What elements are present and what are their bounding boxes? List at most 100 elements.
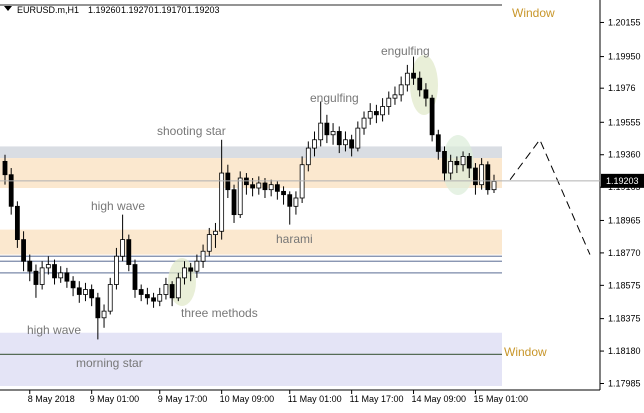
candle-body (460, 155, 466, 166)
x-tick-label: 14 May 09:00 (412, 394, 467, 404)
candle-body (39, 267, 45, 285)
candle-body (262, 182, 268, 191)
candle-body (324, 122, 330, 136)
candle-body (21, 239, 26, 262)
candle-body (151, 297, 156, 302)
candle-body (367, 111, 373, 119)
candle-body (473, 167, 478, 186)
candle-body (479, 164, 485, 186)
candle-body (175, 277, 181, 299)
y-tick-label: 1.19950 (608, 52, 641, 62)
quote: 1.19260 (88, 5, 121, 15)
annotation: engulfing (310, 91, 359, 105)
candle-body (194, 260, 200, 272)
candle-body (466, 155, 472, 169)
candle-body (287, 194, 293, 207)
y-tick-label: 1.17985 (608, 379, 641, 389)
y-tick-label: 1.18375 (608, 314, 641, 324)
annotation: harami (276, 232, 313, 246)
annotation: high wave (27, 323, 81, 337)
candle-body (330, 131, 336, 136)
candle-body (404, 72, 410, 86)
candle-body (491, 180, 497, 191)
y-tick-label: 1.19360 (608, 150, 641, 160)
candle-body (138, 289, 144, 295)
candle-body (89, 289, 95, 299)
candle-body (101, 310, 107, 319)
annotation: engulfing (381, 44, 430, 58)
candle-body (343, 139, 348, 146)
candle-body (250, 184, 256, 189)
candle-body (392, 94, 398, 99)
candle-body (126, 239, 132, 265)
candle-body (2, 160, 8, 176)
candle-body (318, 122, 324, 141)
candle-body (442, 151, 447, 174)
x-tick-label: 8 May 2018 (28, 394, 75, 404)
candle-body (231, 189, 237, 216)
candle-body (219, 172, 225, 232)
candle-body (64, 272, 70, 282)
candle-body (312, 139, 317, 149)
candle-body (361, 117, 367, 129)
price-label: 1.19203 (606, 176, 639, 186)
candle-body (8, 174, 14, 207)
y-tick-label: 1.18180 (608, 346, 641, 356)
candle-body (281, 190, 286, 196)
candle-body (274, 184, 280, 192)
quote: 1.19270 (121, 5, 154, 15)
candle-body (380, 106, 385, 116)
candle-body (132, 264, 138, 290)
candle-body (213, 230, 218, 235)
candle-body (435, 134, 441, 152)
candle-body (52, 264, 57, 279)
candle-body (169, 284, 175, 299)
y-tick-label: 1.18575 (608, 280, 641, 290)
x-tick-label: 9 May 01:00 (90, 394, 140, 404)
y-tick-label: 1.18965 (608, 215, 641, 225)
candle-body (336, 131, 342, 146)
window-label: Window (512, 6, 555, 20)
candle-body (182, 267, 187, 279)
candle-body (83, 289, 88, 295)
candle-body (200, 250, 206, 262)
candle-body (423, 89, 429, 99)
candle-body (293, 197, 299, 207)
annotation: high wave (91, 199, 145, 213)
annotation: shooting star (157, 124, 226, 138)
zones (0, 4, 502, 387)
zone (0, 332, 502, 387)
candle-body (417, 77, 423, 91)
candle-body (163, 284, 169, 295)
candle-body (398, 84, 404, 96)
zone (0, 146, 502, 159)
y-tick-label: 1.20155 (608, 17, 641, 27)
candle-body (188, 267, 194, 272)
quote: 1.19170 (154, 5, 187, 15)
symbol: EURUSD.m,H1 (17, 5, 79, 15)
candle-body (120, 239, 126, 257)
annotation: three methods (181, 306, 258, 320)
candle-body (237, 177, 243, 216)
zone (0, 158, 502, 189)
candle-body (448, 160, 454, 174)
y-tick-label: 1.19555 (608, 117, 641, 127)
candle-body (373, 111, 379, 116)
candle-body (76, 287, 82, 295)
candle-body (114, 255, 119, 285)
candle-body (485, 164, 491, 191)
price-label-box (601, 173, 644, 188)
x-tick-label: 11 May 17:00 (350, 394, 404, 404)
menu-arrow[interactable] (4, 6, 12, 11)
y-tick-label: 1.18770 (608, 248, 641, 258)
candle-body (27, 260, 33, 272)
x-tick-label: 15 May 01:00 (473, 394, 528, 404)
candle-body (58, 272, 64, 279)
candle-body (429, 97, 435, 136)
quote: 1.19203 (187, 5, 220, 15)
x-tick-label: 10 May 09:00 (220, 394, 275, 404)
candle-body (45, 264, 51, 269)
zone (0, 229, 502, 255)
candle-body (144, 294, 150, 299)
